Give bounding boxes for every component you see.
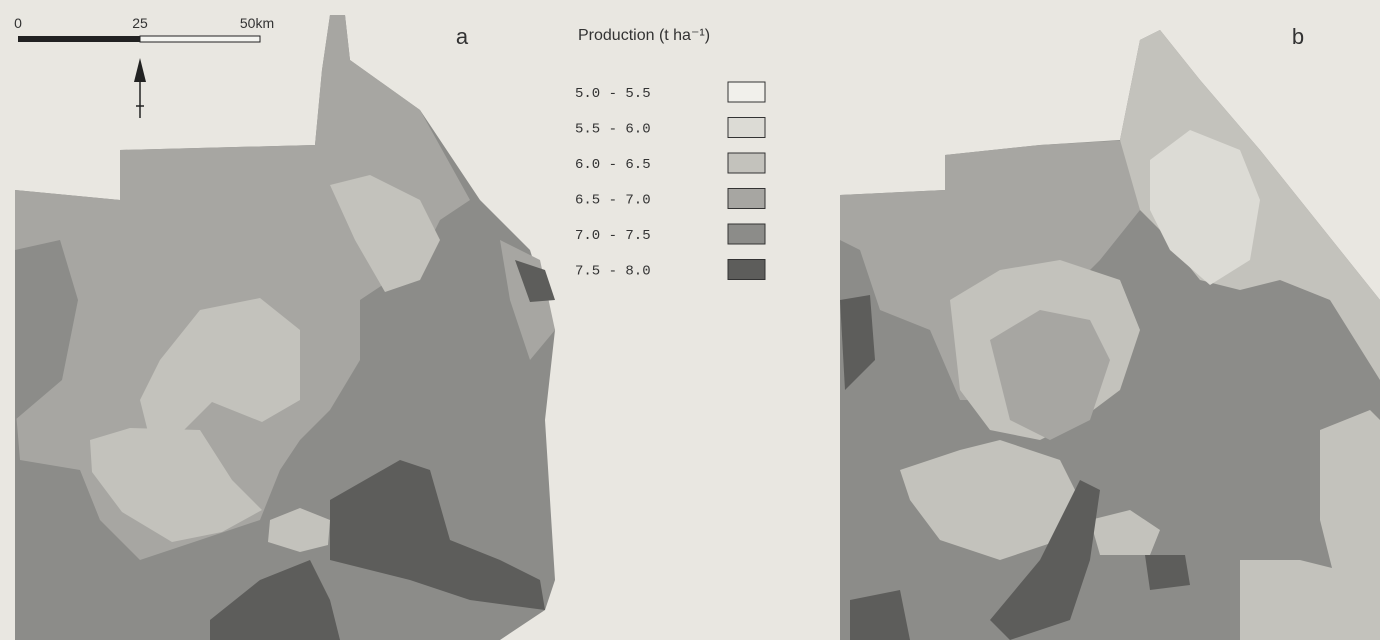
legend-label: 7.5 - 8.0	[575, 264, 651, 280]
legend-label: 7.0 - 7.5	[575, 228, 651, 244]
panel-label: a	[456, 24, 469, 49]
scale-label: 0	[14, 15, 22, 31]
legend-label: 5.5 - 6.0	[575, 122, 651, 138]
figure: 0 25 50km a b Production (t ha⁻¹) 5.0 - …	[0, 0, 1380, 640]
panel-label: b	[1292, 24, 1304, 49]
scale-label: 50km	[240, 15, 274, 31]
scale-label: 25	[132, 15, 148, 31]
legend-swatch	[728, 82, 765, 102]
legend-swatch	[728, 153, 765, 173]
legend-title: Production (t ha⁻¹)	[578, 27, 710, 44]
scale-bar-black	[18, 36, 140, 42]
legend-swatch	[728, 118, 765, 138]
legend-label: 5.0 - 5.5	[575, 86, 651, 102]
scale-bar-white	[140, 36, 260, 42]
region	[1145, 555, 1190, 590]
legend-label: 6.0 - 6.5	[575, 157, 651, 173]
legend-swatch	[728, 224, 765, 244]
legend-swatch	[728, 260, 765, 280]
legend-label: 6.5 - 7.0	[575, 193, 651, 209]
legend-swatch	[728, 189, 765, 209]
